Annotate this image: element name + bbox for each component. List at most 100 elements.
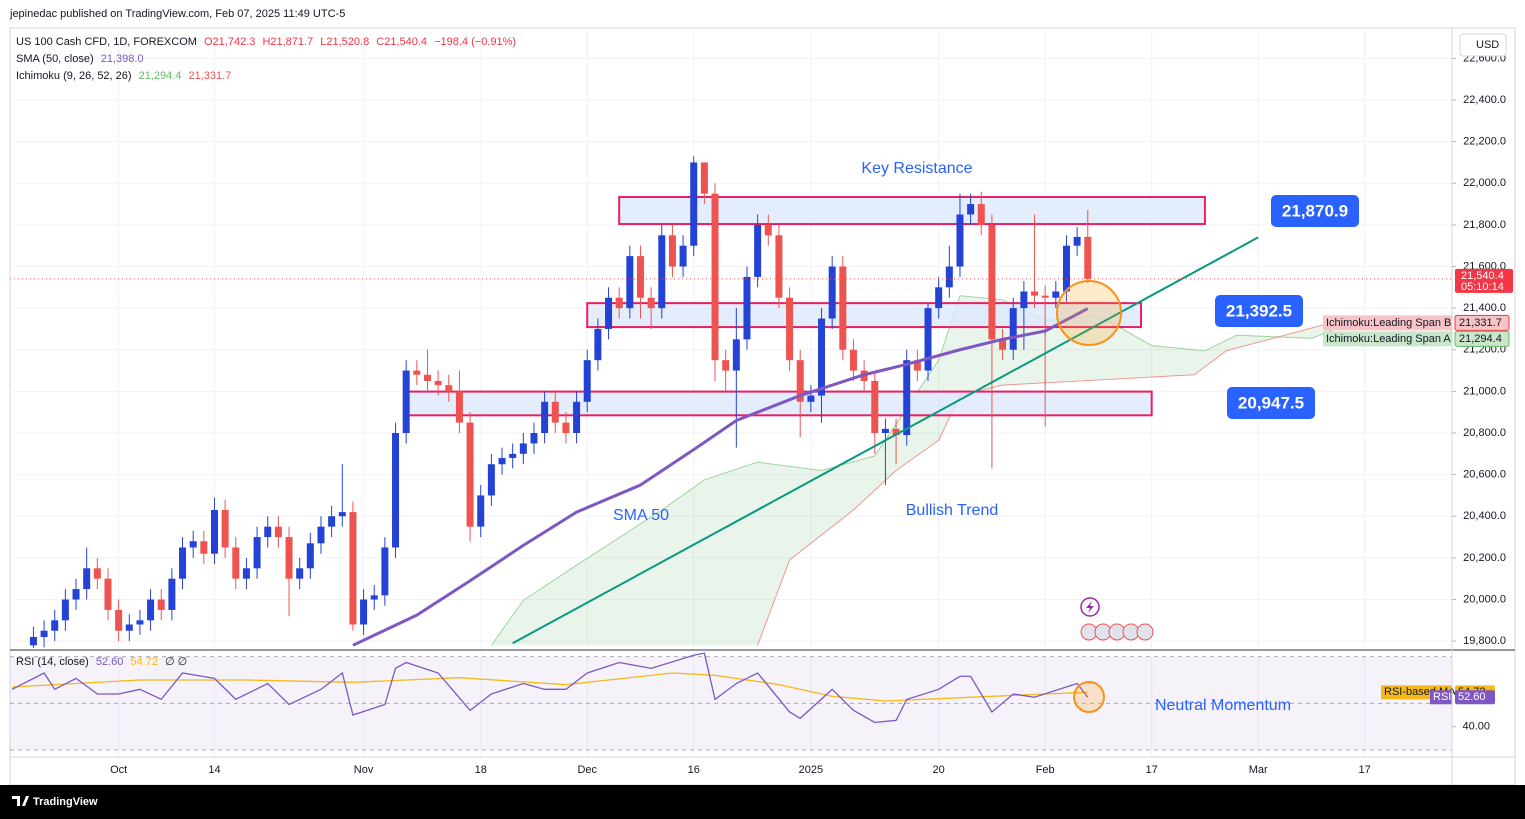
candle-body — [296, 568, 304, 579]
annotation: SMA 50 — [613, 507, 669, 524]
x-tick-label: Oct — [110, 764, 127, 776]
candle-body — [200, 541, 208, 554]
candle-body — [498, 457, 506, 465]
candle-body — [1031, 291, 1039, 296]
candle-body — [402, 370, 410, 434]
candle-body — [871, 380, 879, 434]
x-tick-label: 20 — [933, 764, 945, 776]
candle-body — [1084, 236, 1092, 279]
candle-body — [115, 609, 123, 631]
callout-box — [1271, 195, 1359, 227]
candle-body — [466, 422, 474, 527]
candle-body — [104, 578, 112, 610]
candle-body — [690, 162, 698, 246]
candle-body — [967, 204, 975, 215]
candle-body — [168, 578, 176, 610]
candle-body — [1062, 245, 1070, 292]
candle-body — [221, 510, 229, 548]
candle-body — [658, 235, 666, 309]
candle-body — [487, 464, 495, 496]
economic-events[interactable] — [1080, 623, 1154, 641]
candle-body — [530, 433, 538, 444]
y-tick-label: 40.00 — [1462, 721, 1490, 733]
rsi-ma-value: 54.72 — [130, 656, 158, 668]
candle-body — [317, 526, 325, 544]
publisher: jepinedac published on TradingView.com, … — [9, 8, 345, 20]
candle-body — [232, 547, 240, 579]
rsi-pane — [10, 652, 1452, 757]
candle-body — [605, 297, 613, 329]
x-tick-label: Dec — [577, 764, 597, 776]
y-tick-label: 22,600.0 — [1463, 52, 1506, 64]
y-tick-label: 20,000.0 — [1463, 593, 1506, 605]
ichimoku-value: 21,331.7 — [189, 70, 232, 82]
candle-body — [743, 276, 751, 340]
currency-box[interactable] — [1459, 33, 1507, 57]
candle-body — [668, 235, 676, 267]
series-tag-box — [1455, 690, 1495, 705]
series-tag: 52.60 — [1458, 691, 1486, 703]
sma-name: SMA (50, close) — [16, 53, 94, 65]
candle-body — [711, 193, 719, 361]
candle-body — [51, 620, 59, 631]
candle-body — [924, 308, 932, 371]
candle-body — [189, 541, 197, 548]
callout: 21,870.9 — [1282, 201, 1348, 220]
ichimoku-legend: Ichimoku (9, 26, 52, 26) 21,294.4 21,331… — [16, 70, 231, 82]
candle-body — [136, 620, 144, 625]
y-tick-label: 22,400.0 — [1463, 94, 1506, 106]
trend-line — [512, 236, 1259, 645]
candle-body — [29, 636, 37, 646]
axes: Oct 14 Nov 18 Dec 16 2025 20 Feb 17 Mar 17 19,800.0 2… — [110, 52, 1513, 776]
candle-body — [306, 543, 314, 569]
highlight-circle — [1056, 280, 1122, 346]
candle-body — [242, 568, 250, 579]
indicator-tag-box — [1454, 330, 1510, 347]
candle-body — [147, 599, 155, 621]
event-bolt — [1086, 601, 1094, 613]
rsi-name: RSI (14, close) — [16, 656, 89, 668]
candle-body — [636, 256, 644, 298]
candle-body — [455, 391, 463, 423]
annotation: Bullish Trend — [906, 502, 999, 519]
rsi-band — [10, 656, 1452, 750]
indicator-tag-label-box — [1323, 315, 1452, 331]
candle-body — [338, 512, 346, 517]
zone — [586, 302, 1143, 329]
annotation: Neutral Momentum — [1155, 697, 1291, 714]
rsi-extra: ∅ ∅ — [165, 656, 187, 668]
candle-body — [913, 360, 921, 371]
y-tick-label: 21,800.0 — [1463, 219, 1506, 231]
x-tick-label: Nov — [354, 764, 374, 776]
y-tick-label: 20,200.0 — [1463, 552, 1506, 564]
candle-body — [647, 297, 655, 309]
indicator-tag: 21,331.7 — [1459, 317, 1502, 329]
symbol-name: US 100 Cash CFD, 1D, FOREXCOM — [16, 36, 197, 48]
x-tick-label: 17 — [1146, 764, 1158, 776]
candle-body — [818, 318, 826, 396]
sma-line — [352, 307, 1089, 647]
callout-box — [1215, 295, 1303, 327]
candle-body — [775, 235, 783, 298]
candle-body — [839, 266, 847, 350]
ohlc-change: −198.4 (−0.91%) — [434, 36, 516, 48]
candle-body — [1041, 295, 1049, 298]
candle-body — [83, 568, 91, 590]
candle-body — [881, 428, 889, 434]
y-tick-label: 22,000.0 — [1463, 177, 1506, 189]
candle-body — [956, 214, 964, 267]
candle-body — [360, 599, 368, 625]
candle-body — [349, 512, 357, 625]
candle-body — [583, 360, 591, 402]
candle-body — [849, 349, 857, 371]
ohlc-close: C21,540.4 — [376, 36, 427, 48]
candle-body — [977, 204, 985, 225]
flag-icon[interactable] — [1136, 623, 1154, 641]
candle-body — [796, 360, 804, 402]
candle-body — [61, 599, 69, 621]
candle-body — [1052, 291, 1060, 298]
y-tick-label: 21,000.0 — [1463, 385, 1506, 397]
candle-body — [423, 374, 431, 381]
highlight-circle — [1073, 681, 1105, 713]
